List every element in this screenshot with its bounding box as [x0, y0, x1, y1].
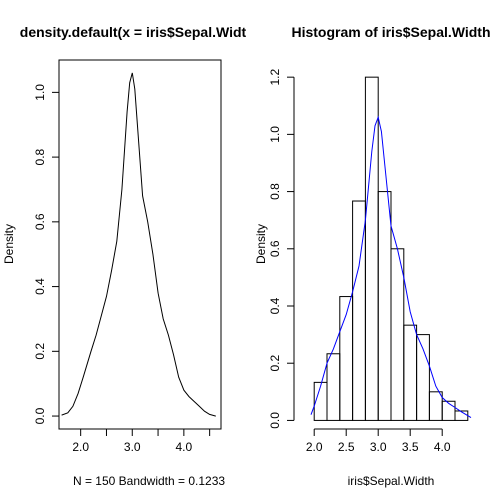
histogram-bar	[403, 324, 418, 421]
histogram-bar	[428, 391, 443, 421]
density-y-tick-label: 0.2	[33, 343, 47, 360]
density-panel: density.default(x = iris$Sepal.Widt 2.0 3…	[2, 24, 247, 488]
density-y-tick-label: 0.4	[33, 278, 47, 295]
density-x-axis: 2.0 3.0 4.0	[72, 428, 211, 454]
histogram-bar	[326, 353, 341, 421]
histogram-y-tick-label: 0.6	[268, 240, 282, 257]
histogram-x-axis: 2.0 2.5 3.0 3.5 4.0	[306, 428, 451, 454]
density-plot-frame	[58, 59, 222, 430]
histogram-x-tick-label: 3.0	[370, 440, 387, 454]
histogram-x-tick-label: 3.5	[402, 440, 419, 454]
histogram-panel: Histogram of iris$Sepal.Width 2.0 2.5 3.0 3…	[254, 24, 491, 488]
density-curve	[61, 72, 216, 417]
histogram-bars	[313, 76, 469, 421]
histogram-y-tick-label: 1.2	[268, 68, 282, 85]
histogram-bar	[454, 410, 469, 421]
density-y-tick-label: 1.0	[33, 84, 47, 101]
histogram-x-tick-label: 2.5	[338, 440, 355, 454]
histogram-y-tick-label: 1.0	[268, 126, 282, 143]
histogram-title: Histogram of iris$Sepal.Width	[291, 24, 490, 40]
density-y-tick-label: 0.6	[33, 213, 47, 230]
histogram-bar	[441, 400, 456, 421]
density-title: density.default(x = iris$Sepal.Widt	[20, 24, 247, 40]
density-x-tick-label: 4.0	[176, 440, 193, 454]
histogram-x-tick-label: 4.0	[434, 440, 451, 454]
histogram-x-tick-label: 2.0	[306, 440, 323, 454]
density-x-tick-label: 3.0	[124, 440, 141, 454]
density-y-tick-label: 0.8	[33, 148, 47, 165]
histogram-bar	[416, 334, 430, 421]
histogram-y-tick-label: 0.0	[268, 412, 282, 429]
density-x-label: N = 150 Bandwidth = 0.1233	[73, 474, 225, 488]
histogram-y-tick-label: 0.8	[268, 183, 282, 200]
density-y-tick-label: 0.0	[33, 407, 47, 424]
histogram-bar	[377, 191, 392, 421]
histogram-bar	[364, 76, 379, 421]
density-y-axis: 0.0 0.2 0.4 0.6 0.8 1.0	[33, 84, 60, 424]
histogram-y-label: Density	[254, 224, 268, 264]
histogram-bar	[390, 248, 405, 421]
density-x-tick-label: 2.0	[72, 440, 89, 454]
histogram-y-axis: 0.0 0.2 0.4 0.6 0.8 1.0 1.2	[268, 68, 295, 429]
histogram-density-overlay	[310, 115, 472, 419]
histogram-y-tick-label: 0.4	[268, 297, 282, 314]
histogram-y-tick-label: 0.2	[268, 355, 282, 372]
histogram-x-label: iris$Sepal.Width	[348, 474, 435, 488]
density-y-label: Density	[2, 224, 16, 264]
